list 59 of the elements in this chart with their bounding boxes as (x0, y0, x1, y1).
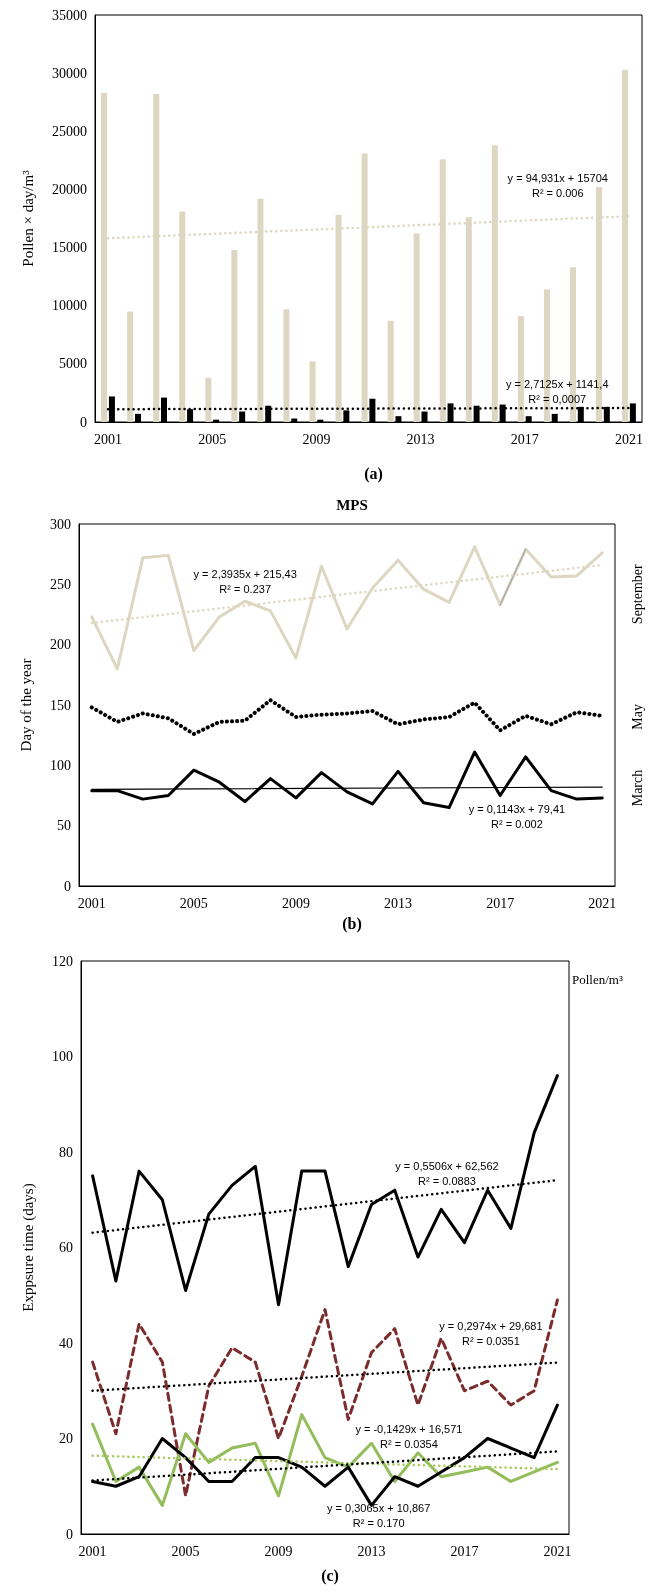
annotation: y = -0,1429x + 16,571 R² = 0.0354 (355, 1423, 463, 1451)
y-tick-label: 150 (50, 697, 71, 713)
annotation: y = 0,5506x + 62,562 R² = 0.0883 (395, 1159, 499, 1187)
x-tick-label: 2013 (406, 431, 435, 447)
y-tick-label: 200 (50, 637, 71, 653)
x-tick-label: 2005 (171, 1543, 200, 1559)
x-tick-label: 2001 (78, 1543, 107, 1559)
text: Pollen/m³ (572, 972, 623, 987)
y-tick-label: 0 (66, 1526, 73, 1542)
text: September (629, 563, 645, 625)
annotation: y = 94,931x + 15704 R² = 0.006 (507, 172, 608, 200)
y-tick-label: 0 (80, 414, 87, 430)
text: May (629, 704, 645, 730)
annotation: y = 2,7125x + 1141,4 R² = 0,0007 (505, 377, 609, 405)
x-tick-label: 2017 (450, 1543, 479, 1559)
x-tick-label: 2005 (198, 431, 227, 447)
y-tick-label: 30000 (52, 65, 87, 81)
y-tick-label: 50 (57, 818, 71, 834)
annotation: y = 2,3935x + 215,43 R² = 0.237 (193, 568, 297, 596)
y-tick-label: 5000 (59, 356, 87, 372)
text: (c) (321, 1566, 339, 1585)
x-tick-label: 2001 (94, 431, 123, 447)
x-tick-label: 2009 (302, 431, 331, 447)
x-tick-label: 2017 (486, 895, 515, 911)
y-tick-label: 80 (59, 1144, 73, 1160)
x-tick-label: 2009 (264, 1543, 293, 1559)
y-tick-label: 20000 (52, 181, 87, 197)
y-tick-label: 120 (52, 953, 73, 969)
y-tick-label: 60 (59, 1240, 73, 1255)
x-tick-label: 2021 (588, 895, 617, 911)
x-tick-label: 2021 (543, 1543, 572, 1559)
x-tick-label: 2013 (357, 1543, 386, 1559)
y-tick-label: 40 (59, 1335, 73, 1351)
text: (a) (364, 464, 383, 483)
chart-title: MPS (336, 496, 368, 513)
y-tick-label: 10000 (52, 298, 87, 314)
y-tick-label: 250 (50, 576, 71, 592)
y-axis-title: Exppsure time (days) (19, 1183, 37, 1312)
y-axis-title: Day of the year (17, 658, 34, 752)
x-tick-label: 2013 (384, 895, 413, 911)
y-tick-label: 15000 (52, 240, 87, 256)
y-tick-label: 100 (52, 1049, 73, 1064)
annotation: y = 0,3065x + 10,867 R² = 0.170 (326, 1501, 431, 1529)
x-tick-label: 2005 (179, 895, 208, 911)
x-tick-label: 2021 (614, 431, 643, 447)
x-tick-label: 2009 (281, 895, 310, 911)
y-tick-label: 300 (50, 516, 71, 532)
annotation: y = 0,2974x + 29,681 R² = 0.0351 (439, 1319, 543, 1347)
y-tick-label: 0 (64, 878, 71, 894)
annotation: y = 0,1143x + 79,41 R² = 0.002 (468, 802, 566, 830)
y-axis-title: Pollen × day/m³ (19, 169, 36, 267)
x-tick-label: 2001 (77, 895, 106, 911)
y-tick-label: 20 (59, 1431, 73, 1446)
text: (b) (342, 914, 362, 933)
y-tick-label: 35000 (52, 7, 87, 23)
x-tick-label: 2017 (510, 431, 539, 447)
y-tick-label: 25000 (52, 123, 87, 139)
y-tick-label: 100 (50, 757, 71, 773)
text: March (629, 769, 645, 807)
